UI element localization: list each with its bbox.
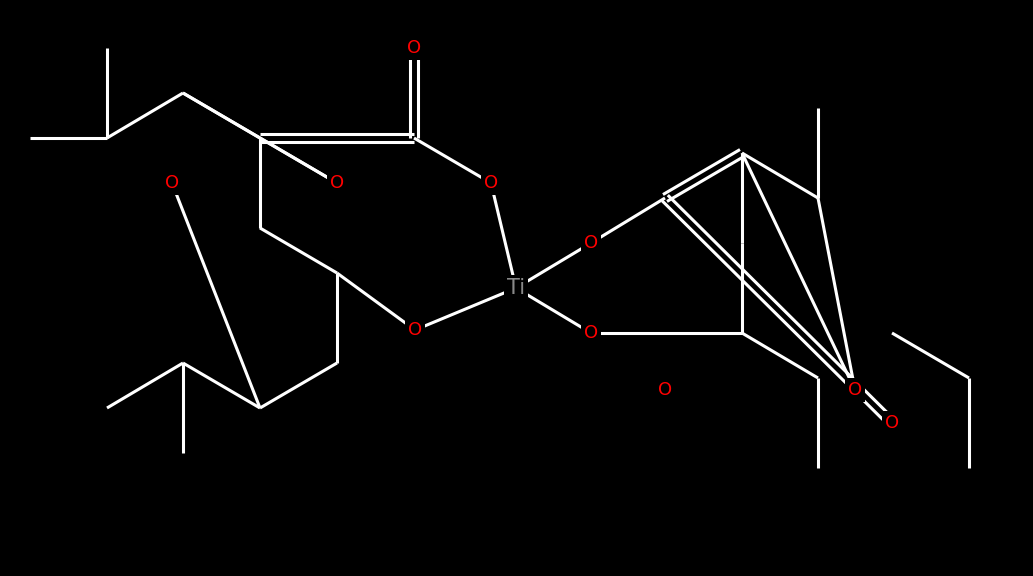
Text: Ti: Ti: [507, 278, 525, 298]
Text: O: O: [584, 324, 598, 342]
Text: O: O: [848, 381, 863, 399]
Text: O: O: [408, 321, 422, 339]
Text: O: O: [885, 414, 899, 432]
Text: O: O: [658, 381, 672, 399]
Text: O: O: [584, 234, 598, 252]
Text: O: O: [165, 174, 179, 192]
Text: O: O: [483, 174, 498, 192]
Text: O: O: [330, 174, 344, 192]
Text: O: O: [407, 39, 421, 57]
